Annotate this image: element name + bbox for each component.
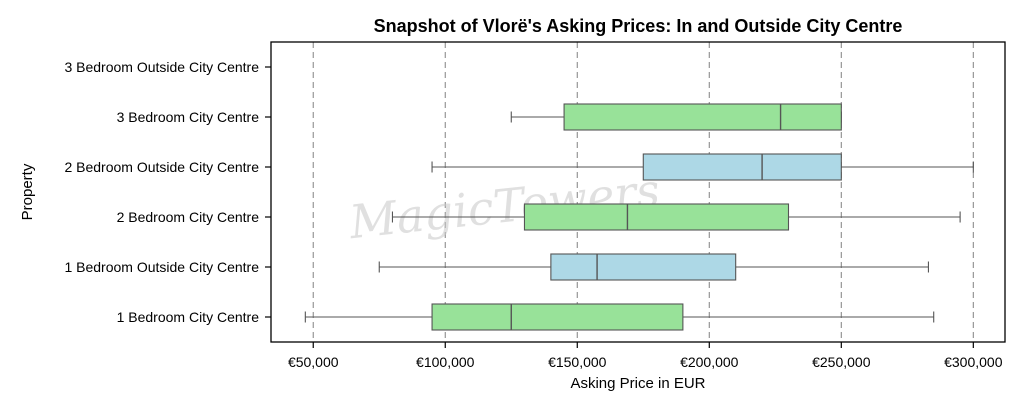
x-tick-label: €200,000: [680, 354, 739, 370]
x-tick-label: €250,000: [812, 354, 871, 370]
x-axis-label: Asking Price in EUR: [570, 375, 705, 392]
y-tick-label: 1 Bedroom City Centre: [117, 309, 260, 325]
x-tick-label: €300,000: [944, 354, 1003, 370]
grid-layer: [312, 42, 974, 342]
axis-layer: €50,000 €100,000 €150,000 €200,000 €250,000 €…: [64, 59, 1002, 370]
y-tick-label: 3 Bedroom City Centre: [117, 109, 260, 125]
box-iqr: [642, 153, 842, 181]
y-tick-label: 3 Bedroom Outside City Centre: [64, 59, 259, 75]
box-layer: [304, 103, 974, 331]
box-iqr: [550, 253, 737, 281]
box-iqr: [431, 303, 684, 331]
chart-title: Snapshot of Vlorë's Asking Prices: In an…: [374, 16, 903, 36]
box-iqr: [563, 103, 842, 131]
box-iqr: [523, 203, 790, 231]
x-tick-label: €150,000: [548, 354, 607, 370]
y-tick-label: 2 Bedroom Outside City Centre: [64, 159, 259, 175]
y-axis-label: Property: [19, 163, 36, 220]
x-tick-label: €50,000: [288, 354, 339, 370]
y-tick-label: 2 Bedroom City Centre: [117, 209, 260, 225]
plot-frame: [270, 41, 1006, 343]
y-tick-label: 1 Bedroom Outside City Centre: [64, 259, 259, 275]
x-tick-label: €100,000: [416, 354, 475, 370]
